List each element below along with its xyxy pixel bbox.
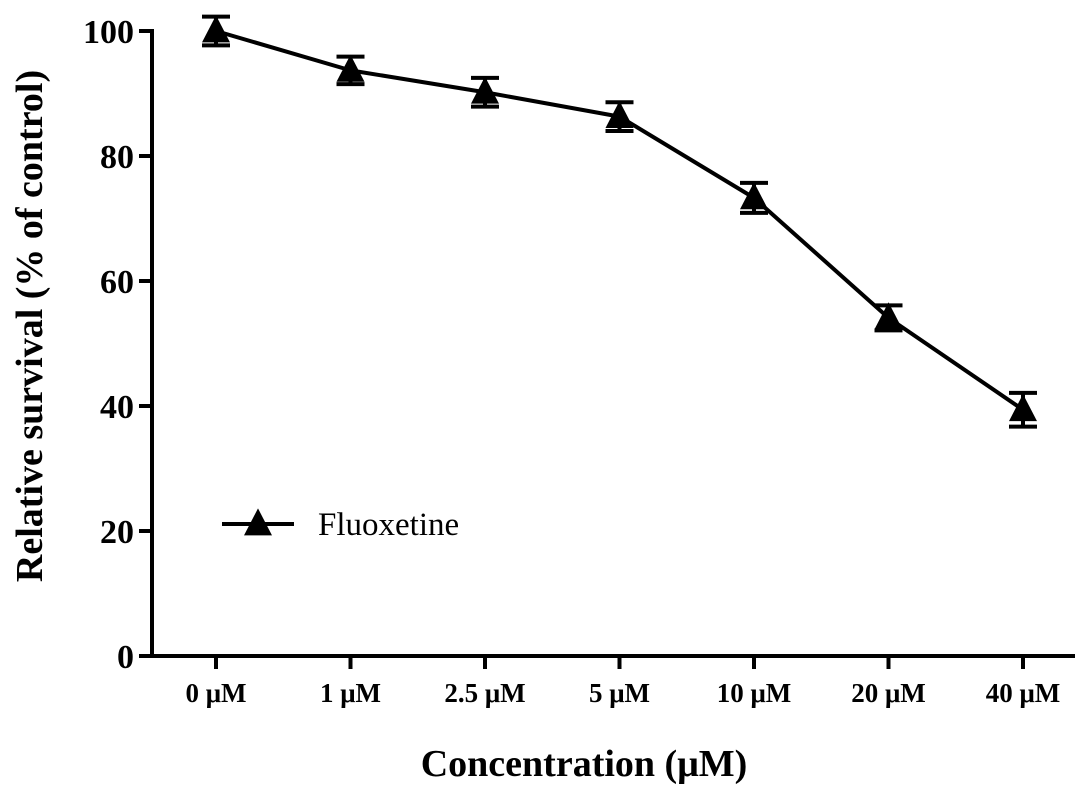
data-point-marker	[1009, 394, 1037, 422]
legend-label: Fluoxetine	[318, 507, 459, 543]
x-axis: 0 μM 1 μM 2.5 μM 5 μM 10 μM 20 μM 40 μM	[150, 654, 1075, 708]
y-axis: 0 20 40 60 80 100	[83, 14, 154, 676]
x-tick-label: 5 μM	[589, 678, 650, 708]
legend: Fluoxetine	[222, 507, 459, 543]
y-tick-label: 0	[117, 639, 134, 676]
data-point-marker	[202, 15, 230, 43]
x-tick-label: 2.5 μM	[444, 678, 525, 708]
x-tick-label: 10 μM	[717, 678, 792, 708]
y-tick-label: 20	[100, 514, 134, 551]
x-tick-label: 40 μM	[986, 678, 1061, 708]
data-point-marker	[336, 54, 365, 82]
y-tick-label: 80	[100, 139, 134, 176]
x-tick-label: 0 μM	[185, 678, 246, 708]
x-axis-title: Concentration (μM)	[421, 743, 748, 785]
y-tick-label: 60	[100, 264, 134, 301]
x-tick-label: 20 μM	[851, 678, 926, 708]
data-point-marker	[471, 76, 499, 104]
series-line	[215, 29, 1025, 412]
series-layer	[202, 14, 1037, 429]
y-tick-label: 40	[100, 389, 134, 426]
x-tick-label: 1 μM	[320, 678, 381, 708]
data-point-marker	[740, 182, 768, 210]
data-point-marker	[874, 302, 903, 330]
legend-marker	[244, 508, 272, 536]
y-tick-label: 100	[83, 14, 134, 51]
data-point-marker	[605, 101, 634, 128]
y-axis-title: Relative survival (% of control)	[9, 70, 51, 582]
